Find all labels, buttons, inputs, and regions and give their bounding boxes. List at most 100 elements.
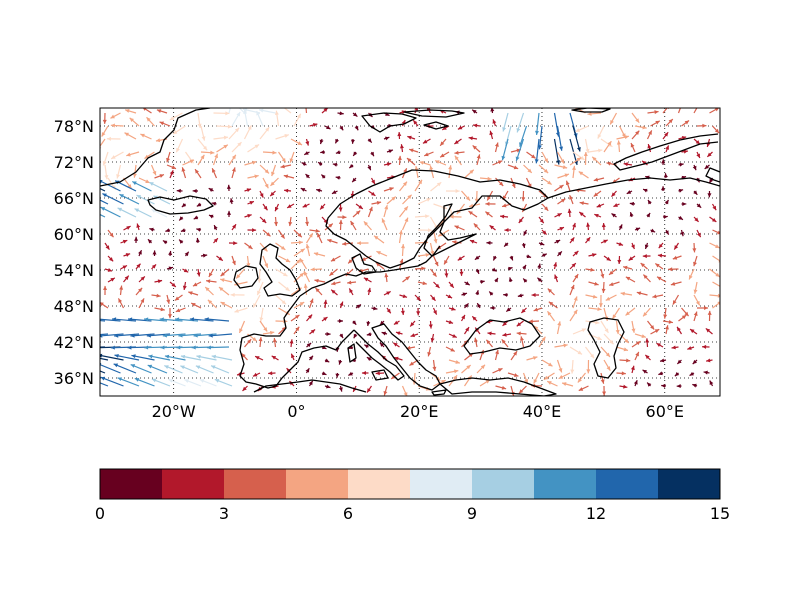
- wind-vector: [192, 281, 202, 287]
- wind-vector: [681, 201, 687, 206]
- wind-vector: [541, 253, 548, 258]
- wind-vector: [123, 177, 133, 189]
- wind-vector: [620, 291, 633, 296]
- wind-vector: [166, 164, 177, 170]
- wind-vector: [352, 210, 361, 218]
- wind-vector: [247, 228, 257, 233]
- wind-vector: [120, 264, 128, 270]
- iceland-coast: [147, 195, 214, 215]
- wind-vector: [190, 302, 202, 309]
- wind-vector: [430, 333, 435, 343]
- wind-vector: [516, 320, 524, 327]
- wind-vector: [427, 346, 432, 357]
- wind-vector: [557, 226, 565, 231]
- wind-vector: [601, 281, 606, 293]
- wind-vector: [616, 242, 624, 246]
- wind-vector: [231, 141, 242, 153]
- wind-vector: [689, 371, 695, 377]
- wind-vector: [259, 307, 264, 322]
- wind-vector: [243, 109, 249, 127]
- wind-vector: [588, 253, 597, 257]
- wind-vector: [678, 162, 684, 167]
- wind-vector: [178, 239, 184, 244]
- wind-vector: [444, 268, 449, 278]
- wind-vector: [629, 211, 634, 218]
- wind-vector: [547, 288, 555, 296]
- wind-vector: [537, 277, 543, 283]
- wind-vector: [262, 177, 269, 189]
- wind-vector: [100, 376, 124, 387]
- wind-vector: [672, 294, 680, 305]
- wind-vector: [169, 170, 174, 179]
- wind-vector: [681, 307, 689, 317]
- wind-vector: [445, 320, 454, 324]
- caspian-coast: [587, 317, 625, 379]
- wind-vector: [432, 307, 438, 315]
- wind-vector: [100, 199, 109, 205]
- great-britain-coast: [259, 243, 301, 297]
- wind-vector: [642, 188, 648, 193]
- wind-vector: [308, 380, 314, 387]
- wind-vector: [584, 138, 590, 154]
- colorbar-segment: [162, 469, 225, 499]
- wind-vector: [537, 263, 542, 270]
- wind-vector: [100, 333, 124, 338]
- wind-vector: [252, 372, 261, 377]
- wind-vector: [156, 109, 168, 114]
- wind-vector: [246, 255, 251, 268]
- corsica-sardinia-coast: [347, 343, 357, 363]
- wind-vector: [117, 207, 137, 218]
- wind-vector: [523, 164, 533, 174]
- colorbar-tick-label: 9: [467, 504, 477, 523]
- wind-vector: [662, 319, 674, 324]
- wind-vector: [175, 307, 186, 313]
- wind-vector: [631, 340, 641, 348]
- wind-vector: [522, 278, 528, 283]
- wind-vector: [373, 235, 385, 244]
- wind-vector: [490, 305, 496, 310]
- wind-vector: [557, 198, 566, 205]
- wind-vector: [354, 125, 359, 131]
- colorbar-segment: [410, 469, 473, 499]
- wind-vector: [508, 277, 513, 283]
- wind-vector: [501, 338, 509, 348]
- wind-vector: [650, 120, 661, 127]
- wind-vector: [472, 144, 481, 153]
- wind-vector: [147, 364, 168, 374]
- wind-vector: [623, 162, 633, 167]
- wind-vector: [370, 177, 376, 185]
- wind-vector: [538, 164, 549, 174]
- coastlines: [100, 108, 720, 396]
- wind-vector: [633, 379, 638, 387]
- wind-vector: [247, 174, 259, 179]
- wind-vector: [395, 331, 403, 336]
- wind-vector: [110, 112, 121, 119]
- wind-vector: [488, 291, 494, 296]
- colorbar-segment: [348, 469, 411, 499]
- colorbar-frame: [99, 468, 721, 500]
- wind-vector: [107, 277, 116, 283]
- latitude-tick-label: 72°N: [54, 153, 94, 172]
- wind-vector: [361, 371, 369, 376]
- wind-vector: [603, 255, 612, 262]
- wind-vector: [383, 290, 391, 296]
- wind-vector: [150, 164, 157, 176]
- wind-vector: [289, 339, 294, 348]
- wind-vector: [439, 138, 447, 147]
- wind-vector: [290, 138, 303, 146]
- wind-vector: [646, 212, 651, 218]
- wind-vector: [616, 140, 621, 153]
- wind-vector: [290, 314, 300, 322]
- wind-vector: [492, 367, 503, 374]
- wind-vector: [383, 162, 392, 167]
- wind-vector: [410, 333, 419, 338]
- svalbard-coast: [361, 112, 417, 133]
- wind-vector: [570, 359, 575, 374]
- wind-vector: [314, 278, 326, 283]
- wind-vector: [120, 239, 128, 244]
- wind-vector: [681, 120, 690, 127]
- gulf-of-bothnia-coast: [423, 203, 477, 257]
- wind-vector: [489, 130, 494, 140]
- wind-vector: [642, 369, 648, 374]
